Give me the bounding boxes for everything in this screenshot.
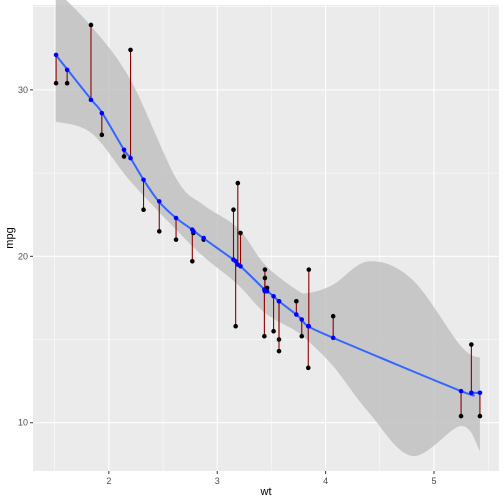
observed-point [294,298,299,304]
observed-point [99,132,105,138]
observed-point [88,22,94,28]
y-axis-ticks: 10 20 30 [18,85,33,428]
fitted-point [99,110,105,116]
fitted-point [156,199,162,204]
x-tick-label: 4 [323,476,328,486]
fitted-point [238,263,243,269]
observed-point [276,337,282,342]
observed-point [262,267,268,272]
observed-point [156,229,162,234]
fitted-point [276,298,282,304]
observed-point [276,348,282,354]
x-tick-label: 5 [431,476,436,486]
x-tick-label: 2 [106,476,111,486]
x-axis-title: wt [260,486,272,498]
observed-point [306,267,312,272]
fitted-point [264,288,270,294]
y-tick-label: 10 [18,418,28,428]
observed-point [141,207,146,213]
observed-point [190,259,195,264]
observed-point [330,313,336,319]
observed-point [235,180,241,186]
observed-point [262,275,268,281]
observed-point [458,413,464,419]
fitted-point [233,259,238,264]
observed-point [233,323,238,329]
residual-segments [55,24,481,417]
fitted-points [53,52,483,396]
observed-point [238,230,243,236]
x-axis-ticks: 2 3 4 5 [106,471,436,486]
fitted-point [191,229,196,234]
observed-point [128,47,133,53]
confidence-band [55,0,480,457]
fitted-point [271,293,276,299]
observed-point [305,365,311,371]
fitted-point [477,390,483,396]
observed-point [262,333,267,339]
observed-point [53,80,59,86]
fitted-point [306,323,312,329]
x-tick-label: 3 [215,476,220,486]
fitted-point [121,147,127,153]
observed-points [53,22,483,419]
observed-point [231,207,236,213]
fitted-point [141,177,146,183]
observed-point [469,342,474,347]
observed-point [477,413,483,419]
observed-point [173,237,179,242]
y-tick-label: 30 [18,85,28,95]
fitted-point [173,215,179,221]
observed-point [271,328,276,334]
fitted-point [201,235,206,241]
y-tick-label: 20 [18,251,28,261]
observed-point [121,154,127,159]
observed-point [64,80,70,86]
y-axis-title: mpg [4,227,16,248]
fitted-point [330,335,336,341]
fitted-point [458,388,464,394]
fitted-point [128,155,133,161]
fitted-point [294,312,299,317]
observed-point [299,333,305,339]
fitted-point [469,390,474,396]
fitted-point [64,67,70,73]
fitted-point [299,317,305,322]
fitted-point [53,52,59,58]
fitted-point [88,97,94,103]
